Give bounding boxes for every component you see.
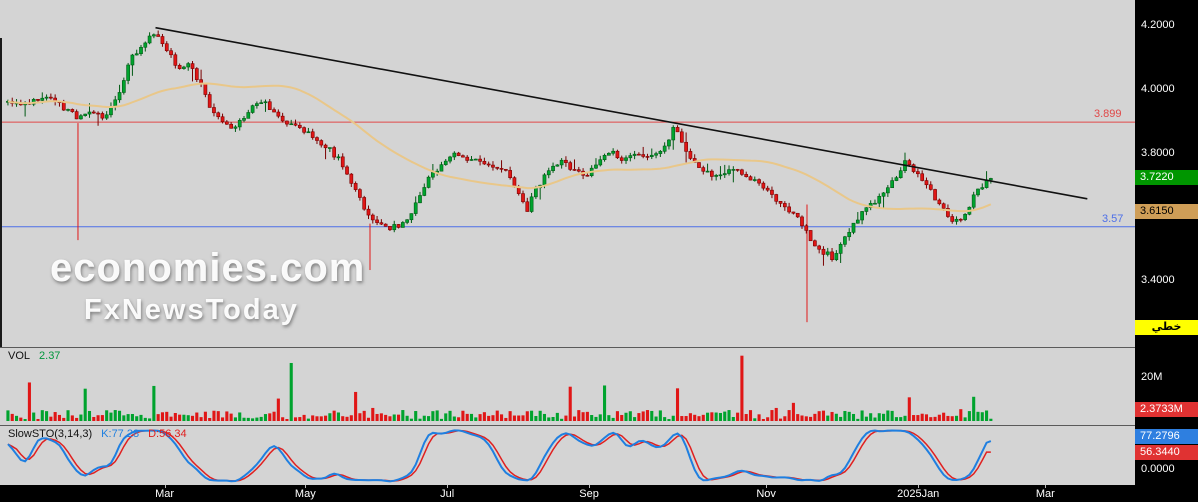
stochastic-indicator-label: SlowSTO(3,14,3) — [8, 428, 93, 440]
volume-indicator-label: VOL — [8, 350, 31, 362]
price-line-label: 3.57 — [1102, 212, 1124, 225]
volume-current-value: 2.37 — [39, 350, 61, 362]
sto-axis-tick: 0.0000 — [1141, 463, 1175, 475]
volume-panel-header: VOL 2.37 — [8, 350, 60, 362]
time-axis-tick — [164, 485, 166, 488]
price-axis-tick: 3.8000 — [1141, 146, 1175, 159]
stochastic-panel-header: SlowSTO(3,14,3) K:77.28 D:56.34 — [8, 428, 187, 440]
time-axis-tick — [305, 485, 307, 488]
watermark-subbrand: FxNewsToday — [84, 294, 299, 326]
time-axis-tick — [589, 485, 591, 488]
chart-area[interactable]: economies.com FxNewsToday VOL 2.37 SlowS… — [0, 0, 1135, 485]
time-axis-label: Mar — [155, 488, 175, 500]
time-axis-label: Mar — [1035, 488, 1055, 500]
time-axis-tick — [766, 485, 768, 488]
price-axis-tick: 3.4000 — [1141, 273, 1175, 286]
watermark: economies.com FxNewsToday — [50, 246, 365, 327]
time-axis-label: 2025Jan — [897, 488, 940, 500]
current-volume-badge: 2.3733M — [1135, 402, 1198, 417]
stochastic-k-value: K:77.28 — [101, 428, 140, 440]
time-axis-tick — [1045, 485, 1047, 488]
sto-d-badge: 56.3440 — [1135, 445, 1198, 460]
price-chart-canvas[interactable] — [0, 0, 1135, 485]
scale-type-button[interactable]: خطي — [1135, 320, 1198, 335]
time-axis-tick — [447, 485, 449, 488]
time-axis-tick — [918, 485, 920, 488]
volume-axis-tick: 20M — [1141, 371, 1163, 383]
time-axis-label: Jul — [440, 488, 455, 500]
stochastic-d-value: D:56.34 — [148, 428, 187, 440]
last-price-badge: 3.7220 — [1135, 170, 1198, 186]
price-axis[interactable]: 4.2000 4.0000 3.8000 3.7220 3.6150 3.4000 خطي 2… — [1135, 0, 1198, 485]
watermark-brand: economies.com — [50, 246, 366, 290]
time-axis[interactable]: Mar May Jul Sep Nov 2025Jan Mar — [0, 485, 1198, 502]
time-axis-label: Nov — [756, 488, 776, 500]
price-level-badge: 3.6150 — [1135, 204, 1198, 220]
time-axis-label: May — [294, 488, 316, 500]
price-axis-tick: 4.0000 — [1141, 83, 1175, 95]
time-axis-label: Sep — [579, 488, 599, 500]
sto-k-badge: 77.2796 — [1135, 429, 1198, 444]
price-line-label: 3.899 — [1094, 108, 1122, 121]
price-axis-tick: 4.2000 — [1141, 19, 1175, 32]
